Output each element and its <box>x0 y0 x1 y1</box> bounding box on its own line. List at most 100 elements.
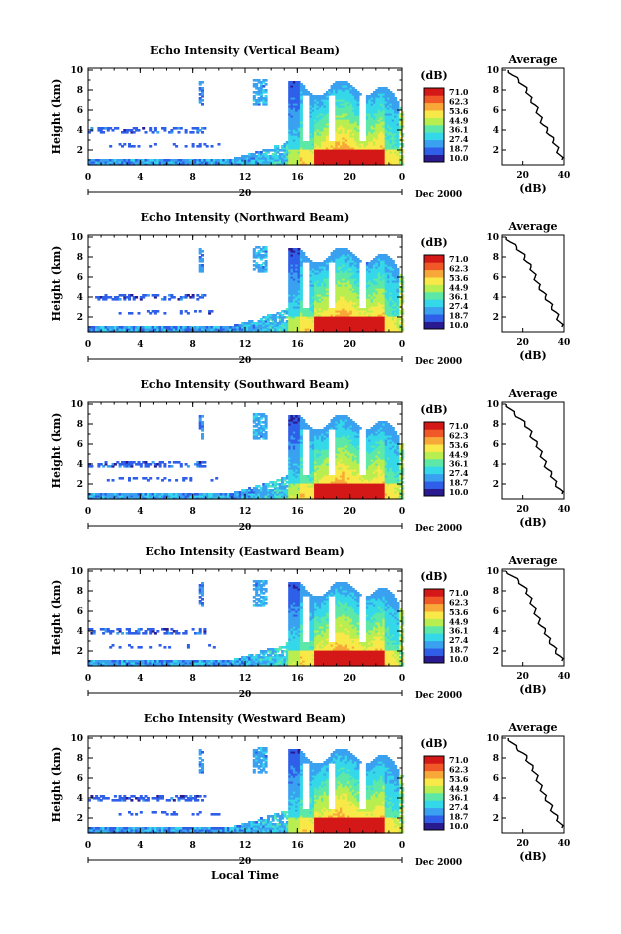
echo-cell <box>206 145 209 148</box>
echo-cell <box>163 127 166 130</box>
x-tick-label: 4 <box>137 340 143 350</box>
x-tick-label: 4 <box>137 173 143 183</box>
echo-cell <box>265 95 268 98</box>
colorbar-swatch <box>424 322 444 330</box>
echo-cell <box>185 129 188 132</box>
echo-cell <box>138 145 141 148</box>
y-tick-label: 10 <box>70 66 83 76</box>
echo-cells <box>88 79 404 166</box>
colorbar-swatch <box>424 118 444 126</box>
panel-2: Echo Intensity (Southward Beam)246810Hei… <box>50 378 570 534</box>
echo-cell <box>187 465 190 468</box>
profile-y-tick-label: 6 <box>493 106 499 116</box>
y-tick-label: 6 <box>77 106 83 116</box>
echo-cell <box>180 310 183 313</box>
echo-cell <box>107 479 110 482</box>
profile-x-tick-label: 20 <box>516 338 529 348</box>
echo-cell <box>180 463 183 466</box>
echo-cell <box>399 107 402 110</box>
profile-y-tick-label: 10 <box>486 233 499 243</box>
colorbar-swatch <box>424 110 444 118</box>
y-tick-label: 4 <box>77 126 83 136</box>
echo-cell <box>192 131 195 134</box>
colorbar-swatch <box>424 285 444 293</box>
echo-cell <box>163 463 166 466</box>
echo-cell <box>90 465 93 468</box>
echo-cell <box>302 252 305 255</box>
echo-cell <box>138 312 141 315</box>
profile-y-tick-label: 10 <box>486 66 499 76</box>
profile-title: Average <box>507 220 557 233</box>
date-label: Dec 2000 <box>415 190 462 200</box>
echo-cell <box>163 312 166 315</box>
echo-cell <box>128 477 131 480</box>
colorbar-swatch <box>424 140 444 148</box>
colorbar-unit: (dB) <box>420 69 447 82</box>
x-tick-label: 20 <box>343 340 356 350</box>
y-tick-label: 8 <box>77 253 83 263</box>
echo-cell <box>201 99 204 102</box>
profile-frame <box>502 68 564 165</box>
echo-cell <box>130 312 133 315</box>
panel-title: Echo Intensity (Vertical Beam) <box>150 44 340 57</box>
y-axis-label: Height (km) <box>50 79 63 155</box>
profile-line <box>508 70 563 160</box>
x-tick-label: 12 <box>239 340 252 350</box>
echo-cell <box>203 461 206 464</box>
echo-cell <box>147 294 150 297</box>
echo-cell <box>265 83 268 86</box>
colorbar-swatch <box>424 125 444 133</box>
colorbar-swatch <box>424 292 444 300</box>
colorbar <box>424 255 444 329</box>
echo-cell <box>201 254 204 257</box>
profile-x-label: (dB) <box>519 349 546 362</box>
echo-cell <box>199 143 202 146</box>
y-tick-label: 4 <box>77 293 83 303</box>
echo-cell <box>185 477 188 480</box>
echo-cells <box>88 413 404 500</box>
colorbar-swatch <box>424 314 444 322</box>
profile-y-tick-label: 8 <box>493 86 499 96</box>
echo-cell <box>156 310 159 313</box>
day-label: 20 <box>239 356 252 366</box>
echo-cell <box>201 131 204 134</box>
echo-cell <box>189 477 192 480</box>
y-tick-label: 2 <box>77 146 83 156</box>
echo-cell <box>149 145 152 148</box>
colorbar-swatch <box>424 95 444 103</box>
profile-x-label: (dB) <box>519 182 546 195</box>
echo-cell <box>302 85 305 88</box>
colorbar-swatch <box>424 270 444 278</box>
echo-cell <box>199 310 202 313</box>
profile-y-tick-label: 6 <box>493 273 499 283</box>
echo-cell <box>178 131 181 134</box>
echo-cell <box>201 258 204 261</box>
echo-cell <box>203 294 206 297</box>
echo-cell <box>185 145 188 148</box>
colorbar-swatch <box>424 299 444 307</box>
colorbar-swatch <box>424 255 444 263</box>
panel-1: Echo Intensity (Northward Beam)246810Hei… <box>50 211 570 367</box>
profile-title: Average <box>507 53 557 66</box>
echo-cell <box>163 477 166 480</box>
echo-cell <box>265 79 268 82</box>
echo-cell <box>90 127 93 130</box>
echo-cell <box>394 264 397 267</box>
echo-cell <box>175 145 178 148</box>
echo-cell <box>119 312 122 315</box>
echo-cell <box>265 89 268 92</box>
echo-cell <box>201 264 204 267</box>
x-tick-label: 8 <box>190 340 196 350</box>
echo-cell <box>168 479 171 482</box>
x-tick-label: 8 <box>190 173 196 183</box>
echo-cell <box>211 310 214 313</box>
echo-cell <box>156 477 159 480</box>
profile-y-tick-label: 8 <box>493 253 499 263</box>
echo-cell <box>102 131 105 134</box>
echo-cell <box>119 298 122 301</box>
echo-cell <box>135 296 138 299</box>
echo-cell <box>203 465 206 468</box>
echo-cell <box>170 465 173 468</box>
colorbar-swatch <box>424 103 444 111</box>
echo-cell <box>105 461 108 464</box>
